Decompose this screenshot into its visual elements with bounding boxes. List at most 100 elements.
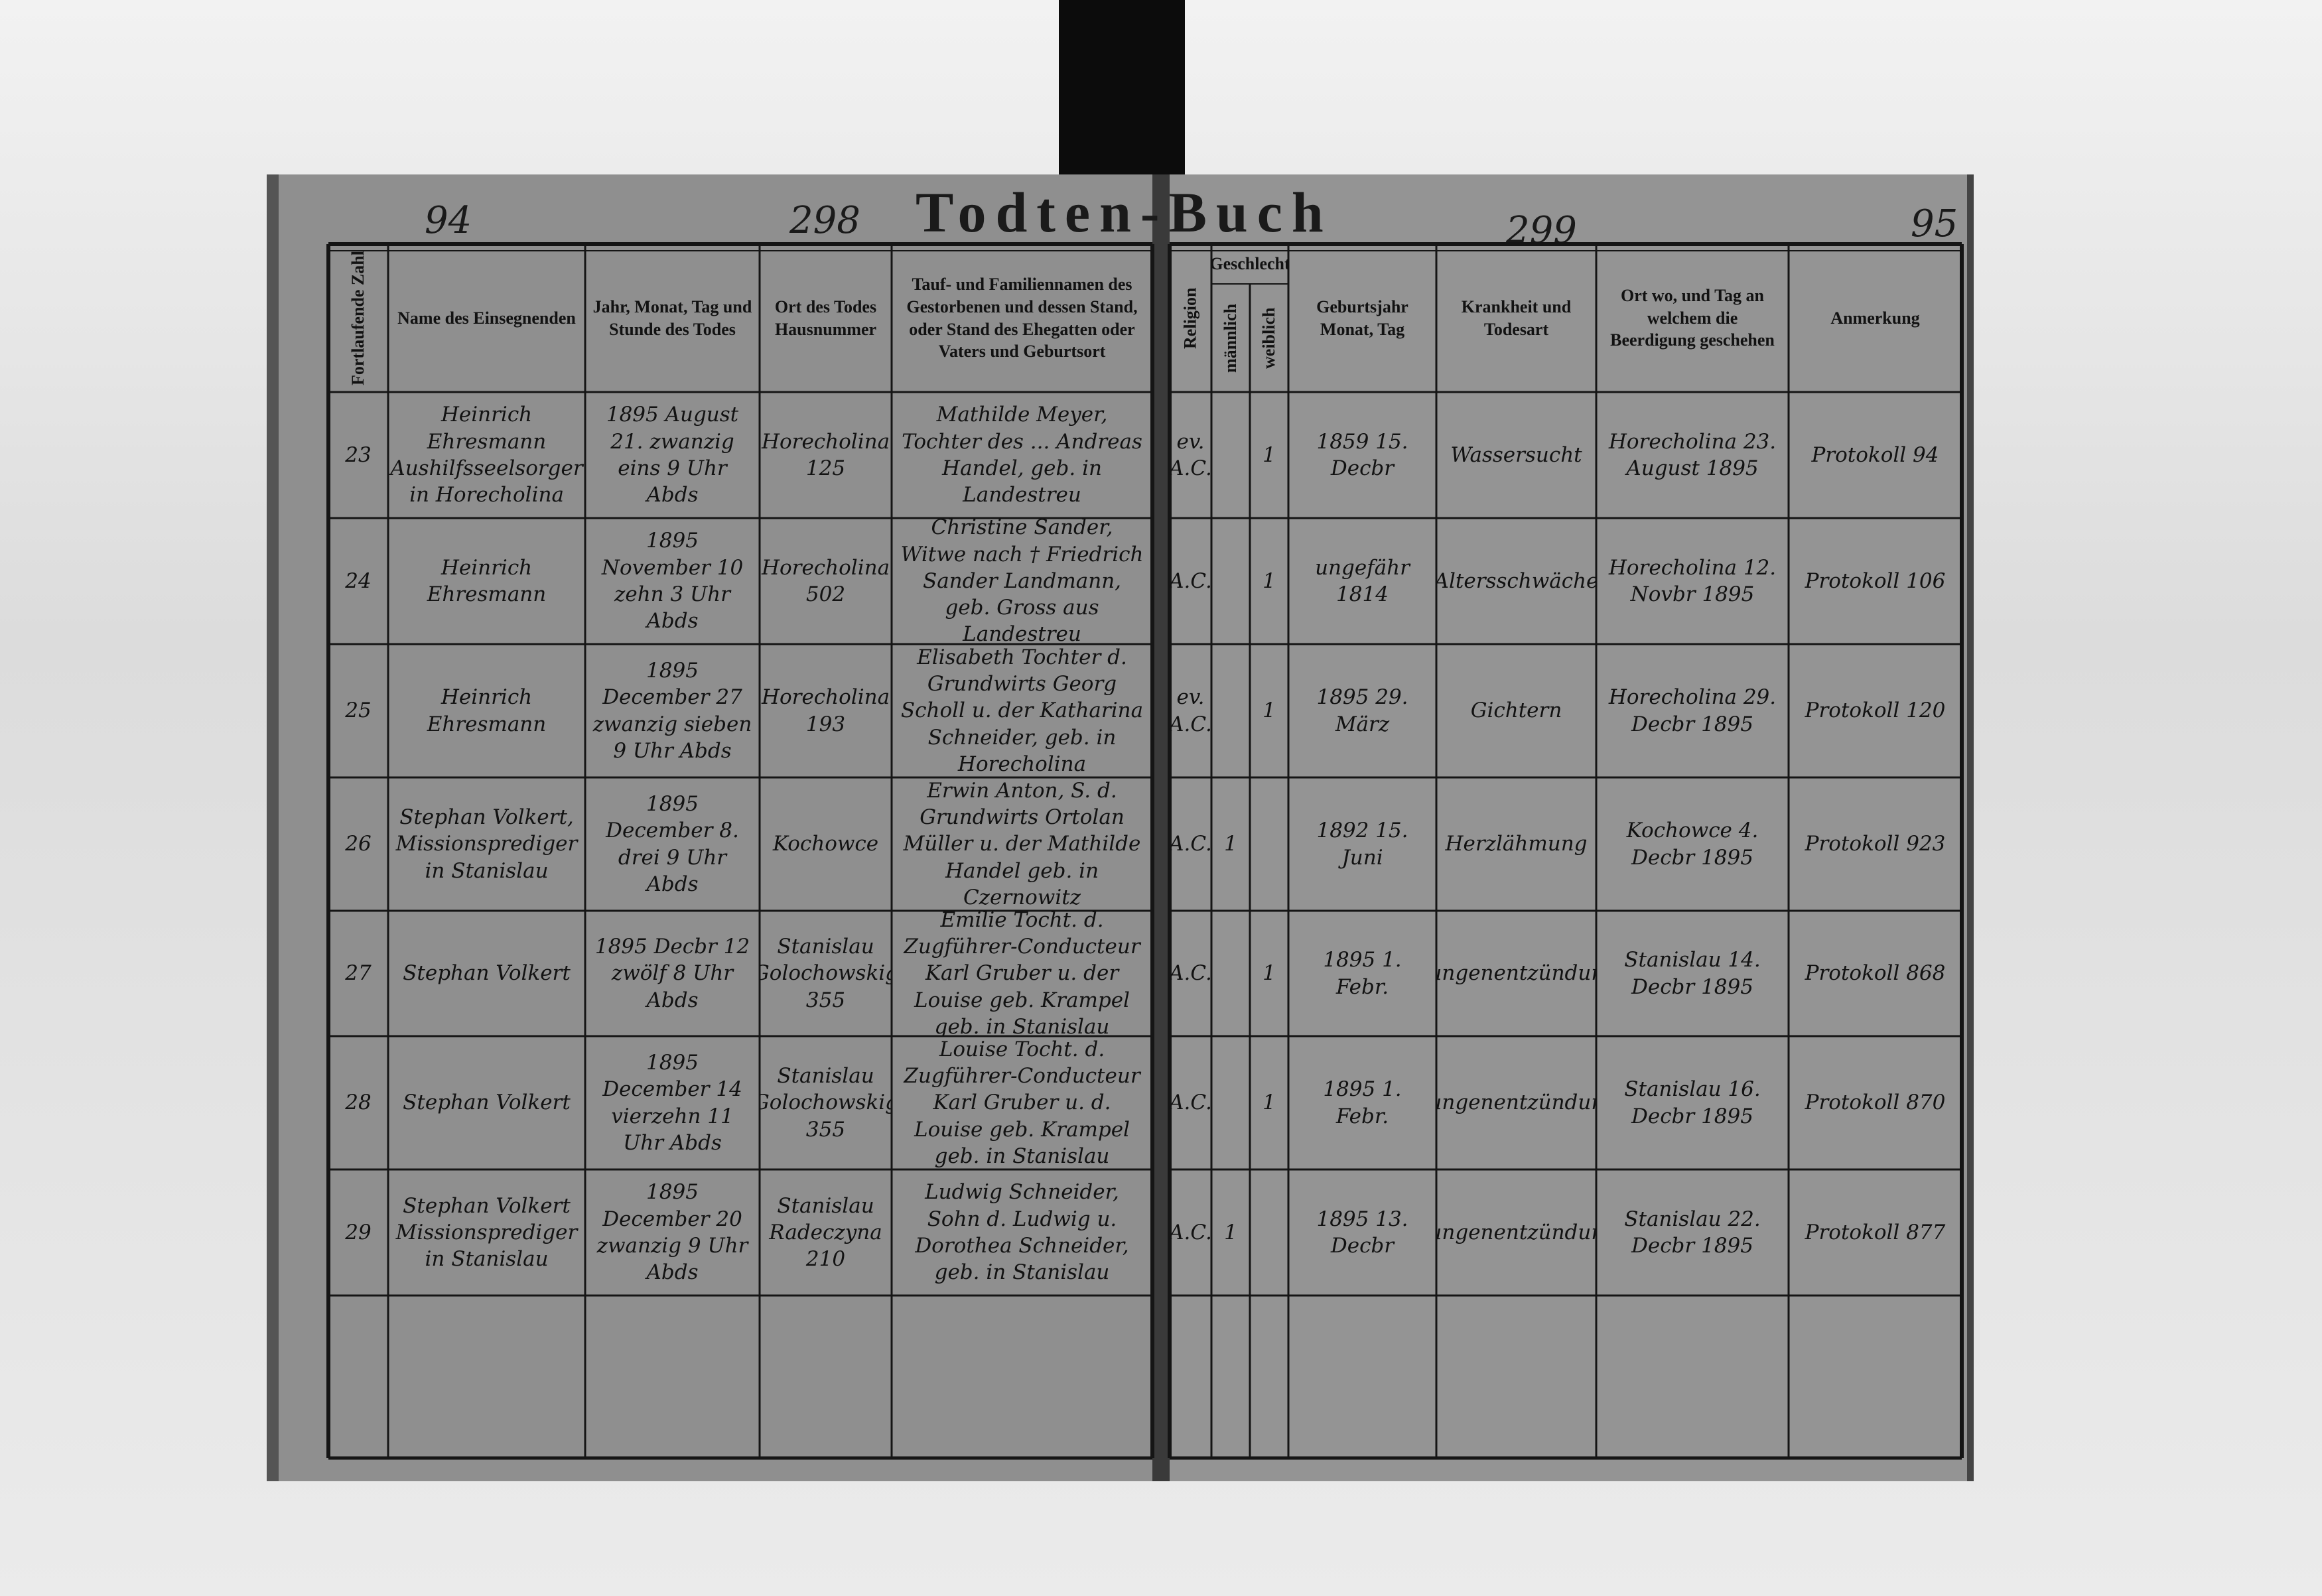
cell-text: Horecholina 502: [761, 555, 890, 606]
page-number: 95: [1911, 202, 1958, 245]
register-cell: ev. A.C.: [1170, 644, 1211, 777]
column-header: Geburtsjahr Monat, Tag: [1288, 244, 1436, 392]
cell-text: 1: [1263, 961, 1276, 986]
register-cell: Stanislau 14. Decbr 1895: [1596, 911, 1789, 1036]
cell-text: Stanislau Golochowskig 355: [760, 1064, 892, 1142]
cell-text: Stanislau Golochowskig 355: [760, 935, 892, 1012]
cell-text: Geburtsjahr Monat, Tag: [1316, 297, 1408, 339]
register-cell: Stanislau Golochowskig 355: [760, 911, 892, 1036]
binding-shadow: [1059, 0, 1185, 179]
register-cell: Protokoll 120: [1789, 644, 1962, 777]
cell-text: Erwin Anton, S. d. Grundwirts Ortolan Mü…: [903, 778, 1141, 909]
column-header: Name des Einsegnenden: [388, 244, 585, 392]
cell-text: ev. A.C.: [1170, 429, 1211, 480]
register-cell: 1895 1. Febr.: [1288, 911, 1436, 1036]
register-cell: Altersschwäche: [1436, 518, 1596, 644]
register-cell: A.C.: [1170, 1036, 1211, 1169]
cell-text: A.C.: [1170, 832, 1211, 856]
column-header: Tauf- und Familiennamen des Gestorbenen …: [892, 244, 1152, 392]
cell-text: Altersschwäche: [1436, 568, 1596, 593]
register-cell: Protokoll 868: [1789, 911, 1962, 1036]
cell-text: Protokoll 120: [1805, 698, 1946, 723]
cell-text: 25: [345, 698, 372, 723]
cell-text: Emilie Tocht. d. Zugführer-Conducteur Ka…: [904, 911, 1140, 1036]
cell-text: Stanislau Radeczyna 210: [769, 1193, 882, 1272]
register-cell: Lungenentzündung: [1436, 1036, 1596, 1169]
cell-text: Lungenentzündung: [1436, 1220, 1596, 1244]
page-number: 94: [425, 199, 472, 242]
cell-text: Stanislau 14. Decbr 1895: [1624, 948, 1761, 999]
register-cell: A.C.: [1170, 1169, 1211, 1296]
register-cell: Protokoll 923: [1789, 777, 1962, 911]
cell-text: Lungenentzündung: [1436, 1091, 1596, 1115]
register-cell: 1895 29. März: [1288, 644, 1436, 777]
cell-text: 1895 1. Febr.: [1323, 1077, 1402, 1128]
cell-text: Tauf- und Familiennamen des Gestorbenen …: [906, 274, 1138, 362]
column-header: weiblich: [1250, 284, 1288, 392]
register-cell: Stanislau 16. Decbr 1895: [1596, 1036, 1789, 1169]
cell-text: 1: [1263, 698, 1276, 723]
cell-text: 1895 13. Decbr: [1316, 1207, 1408, 1258]
register-cell: 1895 Decbr 12 zwölf 8 Uhr Abds: [585, 911, 760, 1036]
column-header: Ort wo, und Tag an welchem die Beerdigun…: [1596, 244, 1789, 392]
register-cell: 1895 December 20 zwanzig 9 Uhr Abds: [585, 1169, 760, 1296]
register-cell: 1859 15. Decbr: [1288, 392, 1436, 518]
cell-text: 1895 Decbr 12 zwölf 8 Uhr Abds: [594, 935, 750, 1012]
cell-text: Ort des Todes Hausnummer: [774, 297, 877, 339]
cell-text: Anmerkung: [1830, 308, 1920, 328]
cell-text: 1895 December 14 vierzehn 11 Uhr Abds: [602, 1050, 742, 1155]
column-header: Ort des Todes Hausnummer: [760, 244, 892, 392]
register-cell: 1895 December 27 zwanzig sieben 9 Uhr Ab…: [585, 644, 760, 777]
register-cell: 1: [1250, 392, 1288, 518]
register-cell: 27: [328, 911, 388, 1036]
cell-text: Stephan Volkert Missionsprediger in Stan…: [395, 1193, 578, 1272]
register-cell: Erwin Anton, S. d. Grundwirts Ortolan Mü…: [892, 777, 1152, 911]
cell-text: 1895 1. Febr.: [1323, 948, 1402, 999]
column-header: männlich: [1211, 284, 1250, 392]
register-cell: 1: [1211, 1169, 1250, 1296]
cell-text: Heinrich Ehresmann Aushilfsseelsorger in…: [390, 403, 583, 507]
cell-text: 23: [345, 442, 372, 467]
register-cell: A.C.: [1170, 911, 1211, 1036]
cell-text: 24: [345, 568, 372, 593]
register-cell: 1: [1250, 911, 1288, 1036]
cell-text: 1895 August 21. zwanzig eins 9 Uhr Abds: [606, 403, 739, 507]
register-cell: Horecholina 29. Decbr 1895: [1596, 644, 1789, 777]
cell-text: Kochowce: [772, 832, 879, 856]
cell-text: 29: [345, 1220, 372, 1244]
register-cell: 1895 December 14 vierzehn 11 Uhr Abds: [585, 1036, 760, 1169]
cell-text: Religion: [1180, 287, 1200, 349]
register-cell: Protokoll 877: [1789, 1169, 1962, 1296]
register-cell: Stanislau Golochowskig 355: [760, 1036, 892, 1169]
register-cell: Wassersucht: [1436, 392, 1596, 518]
register-cell: Gichtern: [1436, 644, 1596, 777]
cell-text: 1: [1224, 1220, 1237, 1244]
folio-number: 298: [789, 199, 860, 242]
cell-text: Geschlecht: [1211, 254, 1288, 274]
register-cell: Christine Sander, Witwe nach † Friedrich…: [892, 518, 1152, 644]
register-cell: A.C.: [1170, 518, 1211, 644]
register-cell: 1895 1. Febr.: [1288, 1036, 1436, 1169]
cell-text: 1: [1224, 832, 1237, 856]
cell-text: Stephan Volkert: [403, 1091, 571, 1115]
register-cell: 1895 November 10 zehn 3 Uhr Abds: [585, 518, 760, 644]
register-cell: Horecholina 193: [760, 644, 892, 777]
cell-text: Heinrich Ehresmann: [427, 685, 547, 736]
cell-text: Protokoll 94: [1811, 442, 1939, 467]
cell-text: Fortlaufende Zahl: [348, 251, 368, 385]
register-cell: Protokoll 94: [1789, 392, 1962, 518]
register-cell: ungefähr 1814: [1288, 518, 1436, 644]
register-cell: 1895 13. Decbr: [1288, 1169, 1436, 1296]
cell-text: A.C.: [1170, 961, 1211, 986]
register-cell: Stephan Volkert, Missionsprediger in Sta…: [388, 777, 585, 911]
register-cell: 1892 15. Juni: [1288, 777, 1436, 911]
cell-text: 1895 December 20 zwanzig 9 Uhr Abds: [596, 1180, 748, 1285]
cell-text: männlich: [1221, 303, 1241, 373]
register-cell: Protokoll 870: [1789, 1036, 1962, 1169]
register-cell: Emilie Tocht. d. Zugführer-Conducteur Ka…: [892, 911, 1152, 1036]
register-cell: Lungenentzündung: [1436, 911, 1596, 1036]
gutter: [1152, 174, 1170, 1481]
register-cell: Horecholina 23. August 1895: [1596, 392, 1789, 518]
cell-text: 26: [345, 832, 372, 856]
